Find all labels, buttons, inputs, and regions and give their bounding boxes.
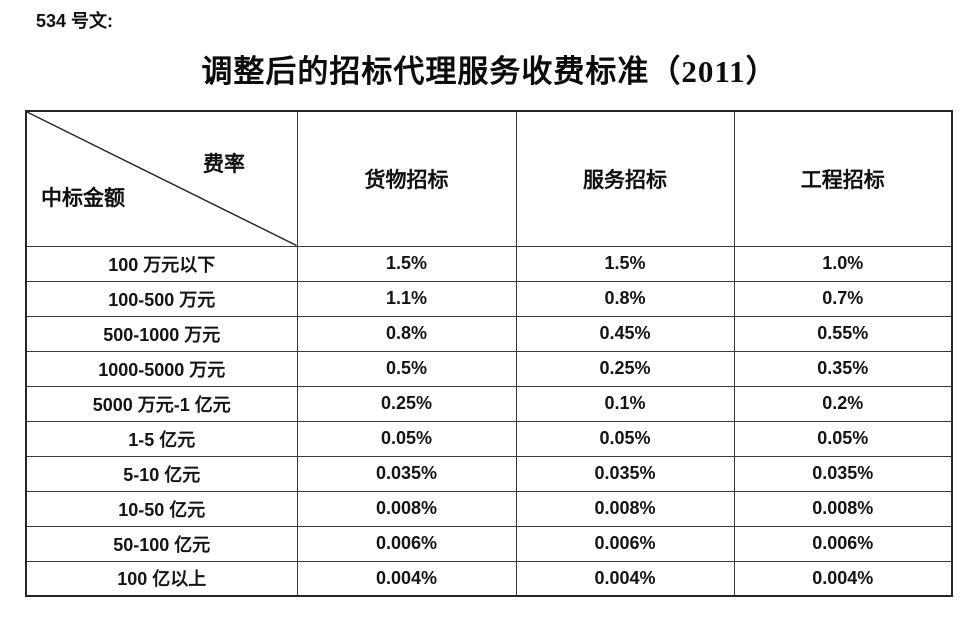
row-label: 5000 万元-1 亿元 bbox=[25, 385, 298, 422]
fee-cell: 1.1% bbox=[296, 280, 517, 317]
fee-cell: 0.25% bbox=[296, 385, 517, 422]
fee-cell: 1.5% bbox=[296, 245, 517, 282]
fee-cell: 0.008% bbox=[515, 490, 735, 527]
fee-cell: 0.035% bbox=[733, 455, 953, 492]
row-label: 100-500 万元 bbox=[25, 280, 298, 317]
fee-cell: 0.008% bbox=[296, 490, 517, 527]
row-label: 100 万元以下 bbox=[25, 245, 298, 282]
fee-cell: 0.7% bbox=[733, 280, 953, 317]
fee-cell: 0.004% bbox=[515, 560, 735, 597]
fee-cell: 0.1% bbox=[515, 385, 735, 422]
table-row: 5000 万元-1 亿元 0.25% 0.1% 0.2% bbox=[25, 385, 953, 422]
row-label: 1000-5000 万元 bbox=[25, 350, 298, 387]
table-row: 100-500 万元 1.1% 0.8% 0.7% bbox=[25, 280, 953, 317]
corner-label-amount: 中标金额 bbox=[41, 186, 125, 210]
table-row: 500-1000 万元 0.8% 0.45% 0.55% bbox=[25, 315, 953, 352]
corner-label-rate: 费率 bbox=[203, 152, 245, 176]
fee-cell: 0.008% bbox=[733, 490, 953, 527]
column-header-engineering: 工程招标 bbox=[733, 110, 953, 247]
fee-cell: 0.006% bbox=[296, 525, 517, 562]
fee-cell: 1.5% bbox=[515, 245, 735, 282]
table-row: 1-5 亿元 0.05% 0.05% 0.05% bbox=[25, 420, 953, 457]
fee-table: 费率 中标金额 货物招标 服务招标 工程招标 100 万元以下 1.5% 1.5… bbox=[25, 110, 953, 597]
fee-cell: 0.004% bbox=[296, 560, 517, 597]
table-row: 100 万元以下 1.5% 1.5% 1.0% bbox=[25, 245, 953, 282]
header-row: 费率 中标金额 货物招标 服务招标 工程招标 bbox=[25, 110, 953, 247]
row-label: 5-10 亿元 bbox=[25, 455, 298, 492]
table-row: 50-100 亿元 0.006% 0.006% 0.006% bbox=[25, 525, 953, 562]
fee-cell: 0.35% bbox=[733, 350, 953, 387]
fee-cell: 0.05% bbox=[515, 420, 735, 457]
table-row: 100 亿以上 0.004% 0.004% 0.004% bbox=[25, 560, 953, 597]
fee-cell: 1.0% bbox=[733, 245, 953, 282]
diagonal-line bbox=[27, 112, 297, 246]
column-header-service: 服务招标 bbox=[515, 110, 735, 247]
table-row: 10-50 亿元 0.008% 0.008% 0.008% bbox=[25, 490, 953, 527]
row-label: 1-5 亿元 bbox=[25, 420, 298, 457]
table-row: 1000-5000 万元 0.5% 0.25% 0.35% bbox=[25, 350, 953, 387]
doc-ref: 534 号文: bbox=[36, 11, 114, 31]
fee-cell: 0.006% bbox=[515, 525, 735, 562]
fee-cell: 0.45% bbox=[515, 315, 735, 352]
fee-cell: 0.006% bbox=[733, 525, 953, 562]
column-header-goods: 货物招标 bbox=[296, 110, 517, 247]
row-label: 500-1000 万元 bbox=[25, 315, 298, 352]
fee-cell: 0.05% bbox=[296, 420, 517, 457]
fee-cell: 0.2% bbox=[733, 385, 953, 422]
fee-cell: 0.55% bbox=[733, 315, 953, 352]
fee-cell: 0.8% bbox=[515, 280, 735, 317]
row-label: 10-50 亿元 bbox=[25, 490, 298, 527]
fee-cell: 0.25% bbox=[515, 350, 735, 387]
row-label: 50-100 亿元 bbox=[25, 525, 298, 562]
page-title: 调整后的招标代理服务收费标准（2011） bbox=[201, 54, 778, 89]
row-label: 100 亿以上 bbox=[25, 560, 298, 597]
fee-cell: 0.035% bbox=[296, 455, 517, 492]
fee-cell: 0.035% bbox=[515, 455, 735, 492]
fee-cell: 0.5% bbox=[296, 350, 517, 387]
fee-cell: 0.8% bbox=[296, 315, 517, 352]
table-row: 5-10 亿元 0.035% 0.035% 0.035% bbox=[25, 455, 953, 492]
fee-cell: 0.004% bbox=[733, 560, 953, 597]
corner-header-cell: 费率 中标金额 bbox=[25, 110, 298, 247]
fee-cell: 0.05% bbox=[733, 420, 953, 457]
